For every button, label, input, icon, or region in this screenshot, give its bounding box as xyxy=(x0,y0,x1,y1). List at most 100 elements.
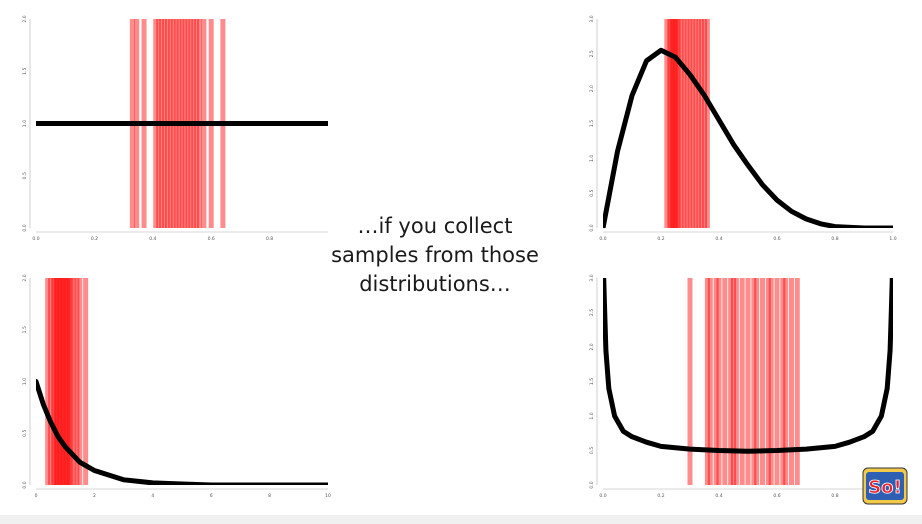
sample-line xyxy=(673,19,678,228)
y-tick-label: 2.0 xyxy=(22,15,28,22)
sample-line xyxy=(684,19,690,228)
sample-line xyxy=(53,278,59,485)
plot-top-left: 0.0 0.2 0.4 0.6 0.8 0.0 0.5 1.0 1.5 2.0 xyxy=(22,15,328,242)
caption-line-2: samples from those xyxy=(331,243,539,267)
x-tick-label: 0.0 xyxy=(599,236,606,242)
x-tick-label: 0.2 xyxy=(657,236,664,242)
y-tick-label: 3.0 xyxy=(589,15,595,22)
x-tick-label: 0.4 xyxy=(149,236,156,242)
x-tick-label: 0.8 xyxy=(266,236,273,242)
x-tick-label: 2 xyxy=(93,493,96,499)
bottom-strip xyxy=(0,515,922,524)
y-tick-label: 0.0 xyxy=(22,224,28,231)
x-tick-label: 0.6 xyxy=(773,493,780,499)
sample-line xyxy=(687,19,693,228)
sample-line xyxy=(52,278,58,485)
sample-line xyxy=(62,278,68,485)
sample-line xyxy=(739,278,745,485)
sample-line xyxy=(699,19,705,228)
sample-line xyxy=(83,278,89,485)
sample-line xyxy=(789,278,794,485)
sample-line xyxy=(696,19,702,228)
density-curve xyxy=(603,47,893,228)
y-tick-label: 1.0 xyxy=(589,412,595,419)
sample-line xyxy=(716,278,722,485)
sample-line xyxy=(745,278,751,485)
y-tick-label: 2.0 xyxy=(22,274,28,281)
sample-line xyxy=(64,278,70,485)
sample-line xyxy=(65,278,71,485)
y-tick-label: 1.0 xyxy=(22,378,28,385)
sample-line xyxy=(765,278,771,485)
y-tick-label: 1.5 xyxy=(589,120,595,127)
sample-line xyxy=(45,278,51,485)
sample-lines xyxy=(664,19,710,228)
y-tick-label: 1.5 xyxy=(22,68,28,75)
sample-line xyxy=(61,278,67,485)
sample-line xyxy=(74,278,80,485)
y-tick-label: 0.0 xyxy=(589,481,595,488)
plot-bottom-left: 0 2 4 6 8 10 0.0 0.5 1.0 1.5 2.0 xyxy=(22,274,331,499)
y-tick-label: 2.5 xyxy=(589,309,595,316)
sample-line xyxy=(664,19,670,228)
density-curve xyxy=(36,379,328,485)
density-curve xyxy=(603,278,893,454)
caption-line-3: distributions… xyxy=(359,272,511,296)
sample-line xyxy=(667,19,673,228)
x-tick-label: 1.0 xyxy=(889,236,896,242)
sample-line xyxy=(751,278,757,485)
caption-line-1: …if you collect xyxy=(357,214,513,238)
sample-line xyxy=(774,278,780,485)
sample-line xyxy=(56,278,62,485)
x-tick-label: 0.4 xyxy=(715,493,722,499)
sample-line xyxy=(59,278,65,485)
sample-lines xyxy=(45,278,89,485)
sample-line xyxy=(693,19,699,228)
sample-line xyxy=(722,278,728,485)
y-tick-label: 2.0 xyxy=(589,85,595,92)
sample-line xyxy=(671,19,677,228)
x-tick-label: 0.4 xyxy=(715,236,722,242)
statquest-logo: So! xyxy=(862,466,908,506)
y-tick-label: 0.0 xyxy=(589,224,595,231)
sample-line xyxy=(675,19,681,228)
sample-line xyxy=(48,278,54,485)
plot-bottom-right: 0.0 0.2 0.4 0.6 0.8 0.0 0.5 1.0 1.5 2.0 2.5 3.0 xyxy=(589,274,893,499)
logo-inner xyxy=(866,472,904,500)
y-tick-label: 1.5 xyxy=(589,378,595,385)
sample-line xyxy=(704,278,710,485)
y-tick-label: 0.5 xyxy=(589,189,595,196)
sample-line xyxy=(707,278,713,485)
sample-line xyxy=(670,19,676,228)
sample-line xyxy=(71,278,77,485)
sample-line xyxy=(713,278,719,485)
y-tick-label: 1.5 xyxy=(22,326,28,333)
x-tick-label: 4 xyxy=(151,493,154,499)
sample-line xyxy=(733,278,739,485)
x-tick-label: 0.2 xyxy=(657,493,664,499)
sample-line xyxy=(731,278,736,485)
sample-line xyxy=(68,278,74,485)
y-tick-label: 0.0 xyxy=(22,481,28,488)
sample-line xyxy=(728,278,734,485)
sample-line xyxy=(55,278,61,485)
sample-line xyxy=(58,278,64,485)
x-tick-label: 0.6 xyxy=(208,236,215,242)
x-tick-label: 0.8 xyxy=(831,493,838,499)
sample-line xyxy=(704,19,710,228)
sample-line xyxy=(783,278,789,485)
sample-line xyxy=(690,19,696,228)
y-tick-label: 2.0 xyxy=(589,343,595,350)
x-tick-label: 0.0 xyxy=(599,493,606,499)
y-tick-label: 1.0 xyxy=(22,120,28,127)
sample-line xyxy=(678,19,684,228)
sample-line xyxy=(687,278,693,485)
y-tick-label: 0.5 xyxy=(22,430,28,437)
x-tick-label: 10 xyxy=(325,493,331,499)
sample-line xyxy=(681,19,687,228)
logo-text: So! xyxy=(868,477,902,498)
y-tick-label: 0.5 xyxy=(22,172,28,179)
plot-top-right: 0.0 0.2 0.4 0.6 0.8 1.0 0.0 0.5 1.0 1.5 2.0 2.5 3.0 xyxy=(589,15,897,242)
